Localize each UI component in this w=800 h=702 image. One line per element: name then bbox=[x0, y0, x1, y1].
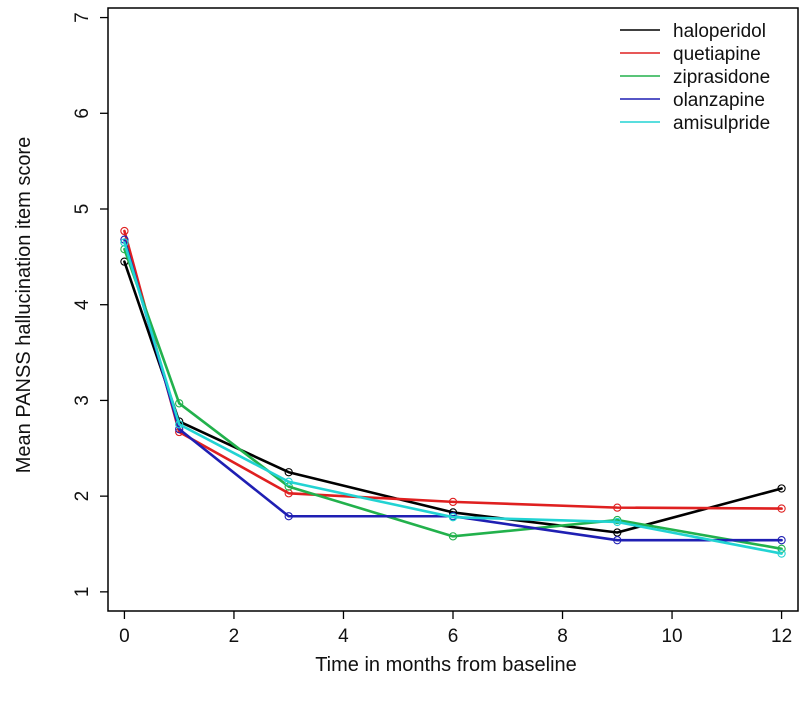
y-tick-label: 4 bbox=[72, 299, 93, 310]
series-ziprasidone bbox=[120, 245, 786, 553]
x-tick-label: 6 bbox=[448, 626, 459, 647]
legend-label: olanzapine bbox=[673, 90, 765, 111]
legend-label: ziprasidone bbox=[673, 67, 770, 88]
series-line-amisulpride bbox=[123, 241, 783, 555]
data-point-quetiapine bbox=[120, 226, 129, 236]
series-line-ziprasidone bbox=[123, 247, 783, 551]
series-line-olanzapine bbox=[123, 238, 783, 542]
y-tick-label: 6 bbox=[72, 108, 93, 119]
series-haloperidol bbox=[120, 257, 786, 537]
series-layer bbox=[120, 226, 786, 558]
series-line-haloperidol bbox=[123, 260, 783, 534]
x-tick-label: 12 bbox=[771, 626, 792, 647]
data-point-olanzapine bbox=[613, 536, 622, 545]
legend-item-quetiapine: quetiapine bbox=[620, 44, 761, 65]
legend-item-ziprasidone: ziprasidone bbox=[620, 67, 770, 88]
x-tick-label: 4 bbox=[338, 626, 349, 647]
data-point-quetiapine bbox=[777, 504, 786, 513]
data-point-quetiapine bbox=[613, 503, 622, 512]
series-olanzapine bbox=[120, 235, 786, 545]
series-line-quetiapine bbox=[123, 229, 783, 510]
data-point-amisulpride bbox=[448, 513, 458, 522]
x-axis: 0 2 4 6 8 10 12 bbox=[119, 611, 792, 647]
legend: haloperidolquetiapineziprasidoneolanzapi… bbox=[620, 21, 770, 134]
legend-label: haloperidol bbox=[673, 21, 766, 42]
data-point-ziprasidone bbox=[448, 532, 458, 541]
x-tick-label: 10 bbox=[661, 626, 682, 647]
data-point-amisulpride bbox=[777, 549, 786, 558]
data-point-amisulpride bbox=[175, 420, 184, 429]
data-point-haloperidol bbox=[777, 484, 786, 493]
data-point-olanzapine bbox=[284, 512, 293, 521]
legend-item-haloperidol: haloperidol bbox=[620, 21, 766, 42]
y-tick-label: 7 bbox=[72, 12, 93, 23]
y-tick-label: 2 bbox=[72, 491, 93, 502]
data-point-amisulpride bbox=[613, 517, 622, 527]
y-tick-label: 3 bbox=[72, 395, 93, 406]
y-tick-label: 1 bbox=[72, 587, 93, 598]
legend-item-olanzapine: olanzapine bbox=[620, 90, 765, 111]
y-axis: 1 2 3 4 5 6 7 bbox=[72, 12, 108, 597]
x-axis-title: Time in months from baseline bbox=[315, 654, 577, 676]
series-amisulpride bbox=[120, 238, 786, 558]
series-quetiapine bbox=[120, 226, 786, 513]
x-tick-label: 8 bbox=[557, 626, 568, 647]
data-point-amisulpride bbox=[284, 477, 293, 486]
legend-label: amisulpride bbox=[673, 113, 770, 134]
data-point-ziprasidone bbox=[175, 399, 184, 408]
data-point-haloperidol bbox=[284, 468, 293, 477]
x-tick-label: 0 bbox=[119, 626, 130, 647]
legend-item-amisulpride: amisulpride bbox=[620, 113, 770, 134]
y-tick-label: 5 bbox=[72, 204, 93, 215]
x-tick-label: 2 bbox=[229, 626, 240, 647]
legend-label: quetiapine bbox=[673, 44, 761, 65]
data-point-amisulpride bbox=[120, 238, 129, 247]
data-point-quetiapine bbox=[448, 497, 458, 507]
y-axis-title: Mean PANSS hallucination item score bbox=[13, 137, 35, 473]
data-point-olanzapine bbox=[777, 536, 786, 545]
